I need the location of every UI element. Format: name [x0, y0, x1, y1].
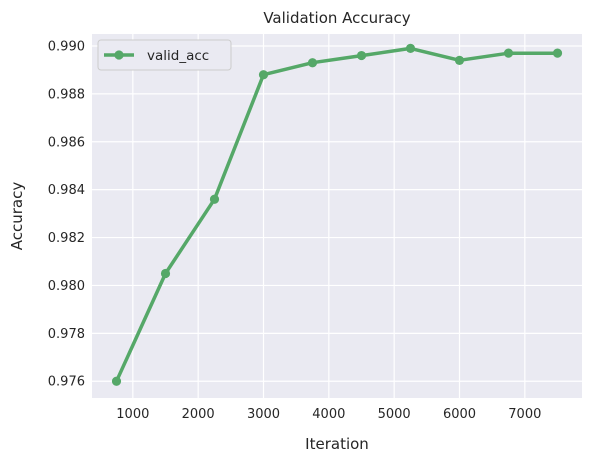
data-point: [356, 50, 367, 61]
tick-labels: 1000 2000 3000 4000 5000 6000 7000 0.976 0.978 0.…: [48, 39, 542, 422]
y-tick-label: 0.980: [48, 279, 85, 294]
data-point: [111, 376, 122, 386]
y-tick-label: 0.984: [48, 183, 85, 198]
x-tick-label: 2000: [182, 407, 215, 422]
y-axis-label: Accuracy: [8, 182, 26, 251]
y-tick-label: 0.986: [48, 135, 85, 150]
grid: [92, 34, 582, 398]
data-point: [307, 58, 318, 68]
series-line-valid-acc: [114, 46, 560, 383]
legend: valid_acc: [97, 39, 232, 71]
plot-area: [92, 34, 582, 398]
y-tick-label: 0.990: [48, 39, 85, 54]
data-point: [552, 48, 563, 58]
y-tick-label: 0.982: [48, 231, 85, 246]
data-point: [209, 194, 220, 204]
x-tick-label: 1000: [116, 407, 149, 422]
data-point: [160, 268, 171, 279]
chart-title: Validation Accuracy: [263, 9, 410, 27]
series-layer: [111, 43, 563, 386]
legend-marker: [114, 50, 124, 60]
y-tick-label: 0.976: [48, 375, 85, 390]
legend-box: [97, 39, 232, 71]
x-tick-label: 5000: [378, 407, 411, 422]
legend-entry-valid-acc: valid_acc: [147, 48, 209, 64]
x-tick-label: 6000: [443, 407, 476, 422]
data-point: [454, 55, 465, 65]
x-axis-label: Iteration: [305, 435, 369, 453]
data-point: [405, 43, 416, 53]
data-point: [503, 48, 514, 58]
x-tick-label: 4000: [312, 407, 345, 422]
y-tick-label: 0.978: [48, 327, 85, 342]
data-point: [258, 70, 269, 80]
x-tick-label: 7000: [508, 407, 541, 422]
x-tick-label: 3000: [247, 407, 280, 422]
y-tick-label: 0.988: [48, 87, 85, 102]
